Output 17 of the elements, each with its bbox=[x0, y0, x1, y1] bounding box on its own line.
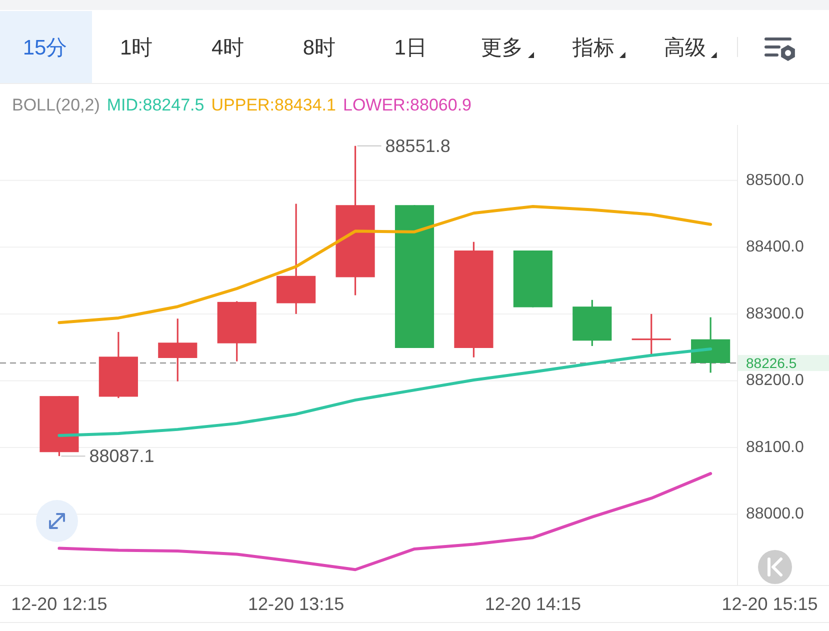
text: 88087.1 bbox=[89, 446, 154, 466]
ref-line-label: 88226.5 bbox=[746, 355, 797, 372]
y-tick-label: 88200.0 bbox=[746, 372, 804, 390]
line-series bbox=[58, 204, 712, 324]
x-tick-label: 12-20 12:15 bbox=[11, 594, 108, 614]
y-tick-label: 88100.0 bbox=[746, 438, 804, 456]
x-tick-label: 12-20 13:15 bbox=[248, 594, 344, 614]
line-series bbox=[58, 472, 712, 572]
text: 88551.8 bbox=[385, 136, 450, 156]
y-tick-label: 88000.0 bbox=[746, 506, 804, 523]
candlestick bbox=[632, 313, 671, 356]
y-tick-label: 88300.0 bbox=[746, 305, 804, 322]
x-tick-label: 12-20 15:15 bbox=[722, 594, 818, 614]
legend: BOLL(20,2) MID:88247.5 UPPER:88434.1 LOWER:88060.9 bbox=[12, 96, 472, 114]
y-tick-label: 88500.0 bbox=[746, 172, 804, 189]
x-tick-label: 12-20 14:15 bbox=[484, 594, 581, 614]
y-tick-label: 88400.0 bbox=[746, 238, 804, 256]
